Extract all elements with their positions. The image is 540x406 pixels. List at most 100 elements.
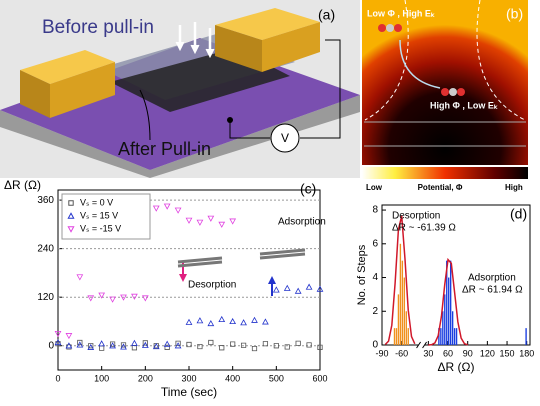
data-point: [142, 340, 148, 346]
data-point: [218, 221, 226, 228]
data-point: [87, 343, 95, 350]
data-point: [251, 345, 258, 352]
data-point: [120, 294, 127, 301]
panel-label: (a): [318, 7, 335, 23]
voltmeter-label: V: [281, 131, 289, 145]
hist-bar: [403, 277, 406, 345]
colorbar-title: Potential, Φ: [418, 183, 463, 192]
voltmeter: [270, 123, 300, 153]
data-point: [272, 286, 280, 293]
legend-label: Vₛ = 15 V: [80, 210, 118, 220]
data-point: [77, 339, 83, 346]
data-point: [174, 342, 182, 349]
data-point: [196, 317, 204, 324]
legend-label: Vₛ = 0 V: [80, 197, 113, 207]
data-point: [262, 318, 269, 325]
y-tick-label: 360: [37, 195, 54, 206]
data-point: [208, 339, 214, 346]
data-point: [163, 203, 171, 210]
x-tick-label: 100: [94, 373, 109, 383]
annotation: ΔR ~ -61.39 Ω: [392, 223, 456, 234]
hist-bar: [455, 328, 458, 345]
y-tick-label: 8: [372, 205, 378, 216]
panel-b: Low Φ , High Eₖ High Φ , Low Eₖ (b) Low …: [362, 0, 528, 192]
hist-bar: [405, 311, 407, 345]
y-axis-label: ΔR (Ω): [4, 178, 41, 192]
data-point: [316, 285, 324, 292]
data-point: [230, 341, 236, 347]
hist-bar: [440, 328, 442, 345]
y-tick-label: 0: [48, 340, 54, 351]
panel-c-art: [177, 248, 306, 296]
y-tick-label: 120: [37, 292, 54, 303]
x-tick-label: 60: [443, 348, 453, 358]
hist-bar: [442, 311, 444, 345]
electrode-front: [262, 22, 320, 72]
data-point: [131, 293, 138, 300]
data-point: [185, 217, 193, 224]
x-tick-label: 120: [480, 348, 495, 358]
potential-map: [362, 0, 528, 165]
data-point: [240, 342, 247, 348]
fit-curve: [428, 257, 468, 346]
annotation: ΔR ~ 61.94 Ω: [462, 285, 523, 296]
graphene-row: [364, 121, 526, 147]
arrow-head: [175, 41, 215, 59]
data-point: [229, 218, 237, 225]
y-tick-label: 4: [372, 272, 378, 283]
data-point: [141, 341, 149, 348]
hist-bar: [446, 260, 448, 345]
hist-bar: [448, 277, 450, 345]
data-point: [219, 345, 225, 351]
electrode-side: [20, 70, 50, 118]
y-tick-label: 2: [372, 306, 378, 317]
x-tick-label: 90: [463, 348, 473, 358]
y-tick-label: 240: [37, 243, 54, 254]
data-point: [229, 317, 237, 325]
hist-bar: [393, 328, 396, 345]
x-tick-label: 180: [519, 348, 534, 358]
data-point: [197, 343, 203, 350]
data-point: [152, 205, 160, 212]
contact: [227, 117, 233, 123]
label-before: Before pull-in: [42, 17, 154, 38]
data-point: [65, 333, 73, 340]
data-point: [76, 274, 84, 281]
data-point: [98, 292, 106, 299]
x-tick-label: 600: [312, 373, 327, 383]
legend-marker: [67, 212, 75, 219]
data-point: [295, 340, 301, 346]
data-point: [185, 318, 193, 325]
x-tick-label: 200: [138, 373, 153, 383]
pointer: [139, 89, 151, 141]
molecule: [449, 88, 457, 96]
molecule: [441, 88, 449, 96]
molecule: [378, 24, 386, 32]
arrow-head: [268, 276, 276, 284]
x-tick-label: 300: [181, 373, 196, 383]
colorbar: [362, 167, 528, 179]
electrode-top: [20, 50, 115, 84]
legend-label: Vₛ = -15 V: [80, 223, 121, 233]
hist-bar: [407, 328, 409, 345]
data-point: [317, 344, 323, 350]
data-point: [175, 340, 181, 346]
data-point: [306, 342, 312, 348]
circuit-wire: [229, 39, 341, 139]
colorbar-low: Low: [366, 183, 383, 192]
legend-marker: [68, 200, 74, 206]
panel-label: (d): [510, 206, 527, 222]
hist-bar: [451, 311, 454, 345]
hist-bar: [444, 294, 446, 345]
hist-bar: [395, 328, 398, 345]
electrode-top: [215, 8, 320, 40]
hist-bar: [401, 260, 404, 345]
annotation: Desorption: [392, 211, 440, 222]
x-tick-label: 0: [55, 373, 60, 383]
arrow-head: [179, 274, 187, 282]
fit-curve: [384, 215, 416, 346]
annotation: Desorption: [188, 280, 236, 291]
trajectory: [399, 39, 441, 89]
data-point: [294, 287, 302, 294]
data-point: [284, 344, 290, 350]
